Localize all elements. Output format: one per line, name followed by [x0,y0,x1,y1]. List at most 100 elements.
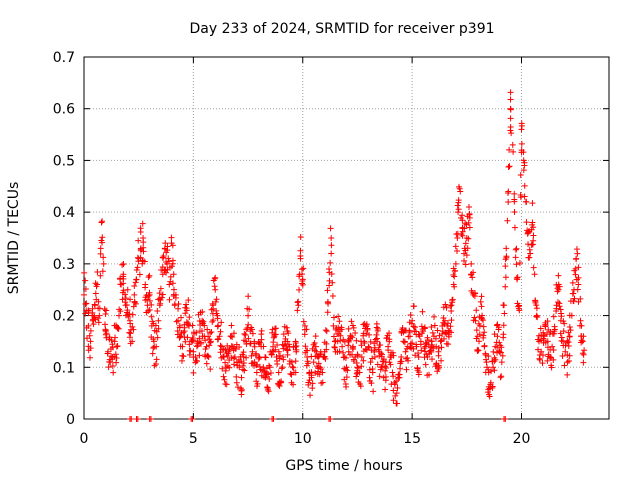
data-point [217,342,224,349]
data-point [204,326,211,333]
data-point [81,291,87,298]
data-point [257,339,264,346]
data-point [204,352,211,359]
data-point [523,219,530,226]
data-point [358,353,365,360]
data-point [512,246,519,253]
data-point [431,313,438,320]
data-point [97,245,104,252]
data-point [415,353,422,360]
data-point [113,343,120,350]
data-point [205,353,212,360]
data-point [376,373,383,380]
data-point [164,243,171,250]
data-point [328,242,335,249]
data-point [502,274,509,281]
data-point [319,369,326,376]
data-point [150,344,157,351]
data-point [481,329,488,336]
data-point [212,274,219,281]
data-point [336,348,343,355]
data-point [536,355,543,362]
data-point [490,348,497,355]
data-point [284,346,291,353]
data-point [360,357,367,364]
data-point [182,338,189,345]
data-point [455,199,462,206]
data-point [383,335,390,342]
data-point [429,356,436,363]
data-point [331,344,338,351]
data-point [245,293,252,300]
data-point [355,365,362,372]
chart-title: Day 233 of 2024, SRMTID for receiver p39… [189,21,494,37]
data-point [455,206,462,213]
data-point [122,291,129,298]
data-point [461,257,468,264]
data-point [460,250,467,257]
data-point [374,338,381,345]
data-point [254,380,261,387]
data-point [431,322,438,329]
data-point [208,306,215,313]
data-point [131,283,138,290]
data-point [365,343,372,350]
data-point [300,318,307,325]
data-point [272,346,279,353]
data-point [507,124,514,131]
data-point [558,313,565,320]
data-point [241,330,248,337]
data-point [398,358,405,365]
plot-frame [83,56,610,420]
data-point [550,356,557,363]
data-point [120,260,127,267]
data-point [319,379,326,386]
data-point [208,328,215,335]
data-point [335,313,342,320]
data-point [406,327,413,334]
data-point [127,330,134,337]
data-point [276,355,283,362]
data-point [120,287,127,294]
data-point [566,323,573,330]
data-point [176,322,183,329]
data-point [507,106,514,113]
data-point [407,340,414,347]
data-point [264,384,271,391]
data-point [505,199,512,206]
data-point [113,359,120,366]
data-point [159,291,166,298]
data-point [501,310,508,317]
data-point [311,340,318,347]
data-point [109,362,116,369]
data-point [92,316,99,323]
data-point [192,353,199,360]
data-point [516,259,523,266]
data-point [179,343,186,350]
data-point [134,264,141,271]
data-point [280,345,287,352]
data-point [520,167,527,174]
data-point [417,338,424,345]
data-point [538,348,545,355]
x-tick-label: 0 [80,431,89,447]
data-point [170,286,177,293]
data-point [217,328,224,335]
data-point [448,307,455,314]
data-point [341,376,348,383]
data-point [556,283,563,290]
data-point [149,350,156,357]
data-point [546,353,553,360]
data-point [275,369,282,376]
data-point [441,335,448,342]
y-axis-label: SRMTID / TECUs [6,182,22,295]
data-point [374,361,381,368]
data-point [452,243,459,250]
data-point [434,327,441,334]
data-point [169,242,176,249]
data-point [564,371,571,378]
data-point [173,318,180,325]
data-point [410,323,417,330]
data-point [569,279,576,286]
data-point [245,312,252,319]
